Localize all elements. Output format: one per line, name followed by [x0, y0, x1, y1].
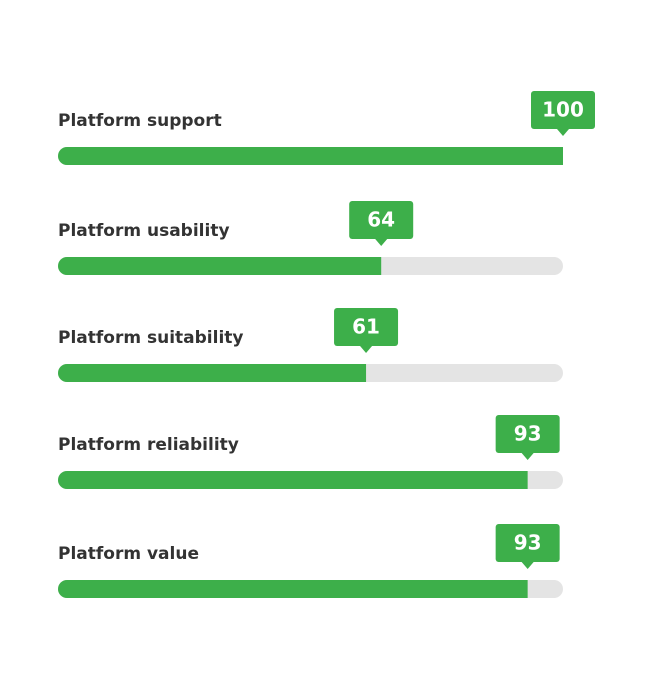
bar	[58, 364, 367, 382]
badge	[334, 308, 399, 346]
bar	[58, 580, 528, 598]
badge-pointer	[375, 239, 388, 246]
badge	[495, 524, 560, 562]
value-label: 93	[514, 422, 542, 446]
bar-label: Platform value	[58, 544, 199, 564]
badge	[349, 201, 414, 239]
bar-label: Platform usability	[58, 221, 230, 241]
value-label: 93	[514, 531, 542, 555]
badge-pointer	[360, 346, 373, 353]
bar-label: Platform reliability	[58, 435, 239, 455]
badge-pointer	[557, 129, 569, 136]
bar	[58, 147, 563, 165]
bar-label: Platform suitability	[58, 328, 243, 348]
value-label: 100	[542, 98, 584, 122]
bar	[58, 471, 528, 489]
value-label: 61	[352, 315, 380, 339]
badge-pointer	[521, 453, 534, 460]
badge-pointer	[521, 562, 534, 569]
badge	[495, 415, 560, 453]
bar	[58, 257, 382, 275]
value-label: 64	[367, 208, 395, 232]
bar-label: Platform support	[58, 111, 222, 131]
badge	[531, 91, 595, 129]
